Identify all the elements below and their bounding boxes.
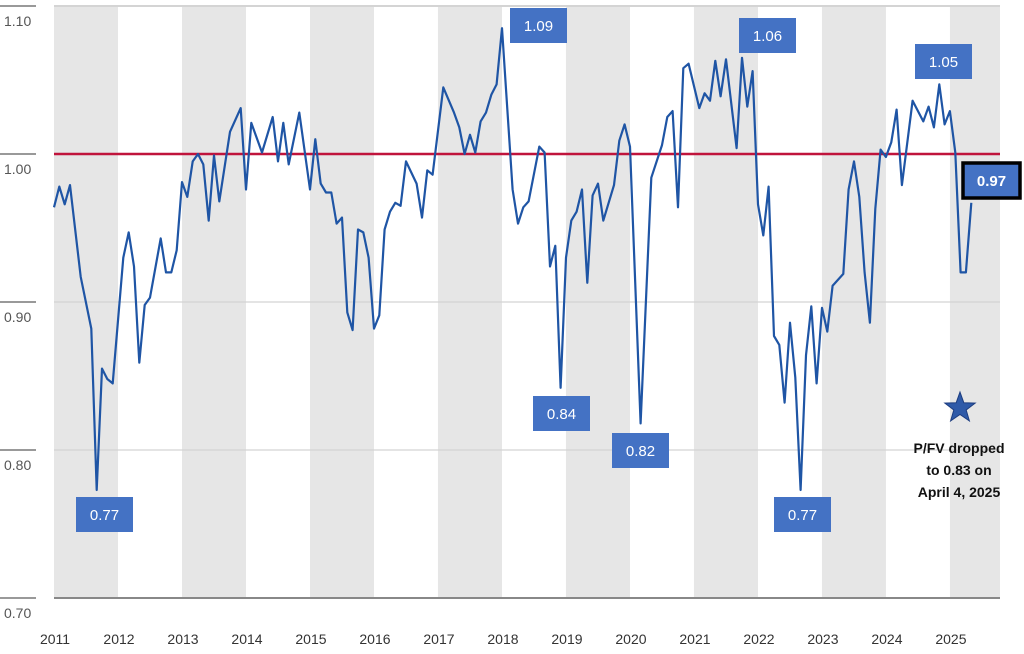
note-line-1: P/FV dropped	[914, 440, 1005, 456]
ytick-label: 0.70	[4, 605, 31, 621]
xtick-label: 2024	[871, 631, 902, 647]
xtick-label: 2013	[167, 631, 198, 647]
xtick-label: 2019	[551, 631, 582, 647]
ytick-label: 1.00	[4, 161, 31, 177]
label-box	[915, 44, 972, 79]
xtick-label: 2017	[423, 631, 454, 647]
annotation-label-6: 1.05	[915, 44, 972, 79]
xtick-label: 2025	[935, 631, 966, 647]
label-box	[612, 433, 669, 468]
label-text: 1.06	[753, 28, 782, 45]
note-line-3: April 4, 2025	[918, 484, 1001, 500]
label-text: 0.77	[90, 507, 119, 524]
gridlines	[0, 5, 1000, 599]
xtick-label: 2012	[103, 631, 134, 647]
xtick-label: 2020	[615, 631, 646, 647]
xtick-label: 2022	[743, 631, 774, 647]
xtick-label: 2023	[807, 631, 838, 647]
label-box	[961, 161, 1022, 200]
xtick-label: 2018	[487, 631, 518, 647]
label-box	[739, 18, 796, 53]
ytick-label: 0.90	[4, 309, 31, 325]
note-annotation: P/FV dropped to 0.83 on April 4, 2025	[914, 390, 1005, 500]
xtick-label: 2016	[359, 631, 390, 647]
ytick-label: 1.10	[4, 13, 31, 29]
label-text: 1.09	[524, 18, 553, 35]
label-text: 0.97	[977, 173, 1006, 190]
label-text: 1.05	[929, 54, 958, 71]
y-axis-ticks: 0.70 0.80 0.90 1.00 1.10	[4, 13, 31, 621]
annotation-label-3: 0.82	[612, 433, 669, 468]
xtick-label: 2015	[295, 631, 326, 647]
xtick-label: 2021	[679, 631, 710, 647]
star-icon	[943, 390, 977, 423]
annotation-label-1: 1.09	[510, 8, 567, 43]
label-box	[533, 396, 590, 431]
x-axis-ticks: 2011 2012 2013 2014 2015 2016 2017 2018 2019 2020…	[40, 631, 967, 647]
label-text: 0.77	[788, 507, 817, 524]
series-line	[52, 27, 973, 492]
xtick-label: 2014	[231, 631, 262, 647]
label-box	[76, 497, 133, 532]
annotation-label-7: 0.97	[961, 161, 1022, 200]
note-line-2: to 0.83 on	[926, 462, 991, 478]
xtick-label: 2011	[40, 631, 70, 647]
annotation-label-4: 1.06	[739, 18, 796, 53]
label-text: 0.84	[547, 406, 576, 423]
annotation-label-5: 0.77	[774, 497, 831, 532]
ytick-label: 0.80	[4, 457, 31, 473]
annotation-label-0: 0.77	[76, 497, 133, 532]
annotation-label-2: 0.84	[533, 396, 590, 431]
label-box	[510, 8, 567, 43]
annotation-labels: 0.77 1.09 0.84 0.82 1.06 0.77 1.05 0.97	[76, 8, 1022, 532]
label-text: 0.82	[626, 443, 655, 460]
label-box	[774, 497, 831, 532]
